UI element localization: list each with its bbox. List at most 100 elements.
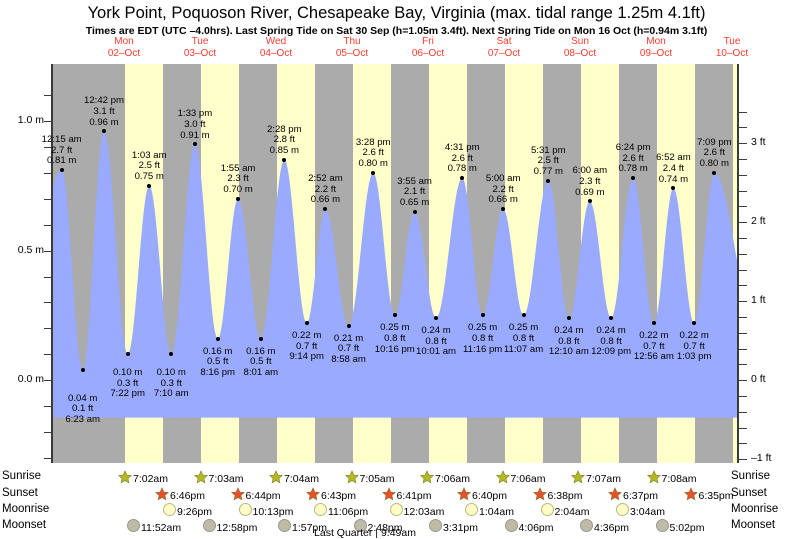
sunrise-cell-time: 7:07am bbox=[586, 473, 622, 485]
star-icon bbox=[306, 487, 320, 505]
right-tick bbox=[739, 301, 747, 303]
sunrise-cell-time: 7:05am bbox=[359, 473, 395, 485]
sunset-cell-6: 6:38pm bbox=[532, 487, 583, 502]
astro-row-label-sunrise-right: Sunrise bbox=[731, 470, 770, 482]
moon-icon bbox=[127, 519, 140, 536]
low-tide-label-4-line-3: 8:16 pm bbox=[200, 366, 236, 378]
day-header-weekday: Fri bbox=[422, 36, 434, 47]
low-tide-label-12-line-3: 12:10 am bbox=[548, 346, 589, 358]
left-tick bbox=[44, 406, 52, 407]
low-tide-label-2-line-1: 0.10 m bbox=[113, 367, 143, 379]
moon-icon bbox=[540, 503, 554, 520]
high-tide-marker-2 bbox=[102, 129, 106, 134]
high-tide-label-8: 3:28 pm 2.6 ft 0.80 m bbox=[337, 136, 409, 170]
left-tick bbox=[44, 328, 52, 330]
low-tide-marker-7 bbox=[346, 323, 351, 328]
low-tide-label-10-line-3: 11:16 pm bbox=[462, 343, 503, 355]
high-tide-label-16-line-1: 7:09 pm bbox=[696, 136, 732, 148]
high-tide-marker-14 bbox=[631, 176, 636, 180]
high-tide-label-3-line-3: 0.75 m bbox=[134, 170, 164, 182]
low-tide-label-1-line-2: 0.1 ft bbox=[71, 403, 94, 415]
high-tide-label-12-line-3: 0.77 m bbox=[533, 165, 563, 177]
moon-icon bbox=[163, 503, 176, 520]
high-tide-label-6-line-1: 2:28 pm bbox=[266, 123, 302, 135]
right-axis-label-4: –1 ft bbox=[751, 452, 772, 465]
sunset-cell-time: 6:35pm bbox=[698, 490, 734, 502]
sunset-cell-time: 6:46pm bbox=[170, 490, 206, 502]
moonset-cell-time: 11:52am bbox=[141, 521, 182, 534]
low-tide-label-6-line-3: 9:14 pm bbox=[289, 351, 324, 363]
high-tide-label-5-line-1: 1:55 am bbox=[220, 162, 256, 174]
low-tide-label-7-line-3: 8:58 am bbox=[331, 353, 366, 365]
sunset-cell-7: 6:37pm bbox=[608, 487, 658, 502]
high-tide-marker-8 bbox=[371, 170, 376, 175]
day-header-date: 10–Oct bbox=[715, 47, 749, 59]
star-icon bbox=[420, 470, 434, 488]
moon-icon bbox=[389, 503, 403, 520]
left-axis-line bbox=[51, 64, 53, 463]
star-icon bbox=[381, 487, 396, 505]
low-tide-marker-14 bbox=[651, 321, 656, 326]
low-tide-label-1-line-3: 6:23 am bbox=[65, 413, 100, 425]
high-tide-label-1-line-3: 0.81 m bbox=[47, 155, 77, 167]
low-tide-label-2: 0.10 m 0.3 ft 7:22 pm bbox=[92, 368, 164, 400]
high-tide-label-6: 2:28 pm 2.8 ft 0.85 m bbox=[248, 123, 320, 157]
high-tide-label-16: 7:09 pm 2.6 ft 0.80 m bbox=[678, 136, 750, 170]
moonset-cell-8: 5:02pm bbox=[655, 519, 705, 534]
low-tide-label-1: 0.04 m 0.1 ft 6:23 am bbox=[47, 393, 119, 426]
low-tide-label-9-line-1: 0.24 m bbox=[421, 324, 451, 336]
right-axis-label-3: 0 ft bbox=[751, 373, 766, 386]
high-tide-label-7-line-2: 2.2 ft bbox=[314, 183, 337, 195]
moonrise-cell-5: 1:04am bbox=[465, 503, 514, 520]
high-tide-label-8-line-1: 3:28 pm bbox=[355, 136, 391, 148]
astro-row-label-moonset-right: Moonset bbox=[731, 519, 776, 531]
day-header-7: Sun 08–Oct bbox=[535, 36, 625, 59]
high-tide-label-14-line-2: 2.6 ft bbox=[622, 152, 644, 164]
low-tide-label-4-line-2: 0.5 ft bbox=[207, 356, 229, 368]
low-tide-label-10-line-2: 0.8 ft bbox=[471, 332, 494, 344]
day-header-weekday: Sat bbox=[496, 36, 512, 47]
low-tide-label-14-line-1: 0.22 m bbox=[639, 330, 669, 342]
moonrise-cell-time: 2:04am bbox=[554, 505, 590, 518]
low-tide-label-9-line-3: 10:01 am bbox=[416, 346, 457, 358]
high-tide-label-15-line-2: 2.4 ft bbox=[662, 162, 685, 174]
high-tide-label-9-line-1: 3:55 am bbox=[397, 175, 432, 187]
left-axis-label-2: 0.0 m bbox=[17, 373, 44, 386]
day-header-1: Mon 02–Oct bbox=[79, 36, 169, 59]
high-tide-label-16-line-2: 2.6 ft bbox=[703, 147, 725, 159]
low-tide-label-13-line-1: 0.24 m bbox=[596, 324, 626, 336]
day-header-date: 03–Oct bbox=[183, 47, 217, 59]
high-tide-label-10-line-1: 4:31 pm bbox=[444, 142, 480, 153]
day-header-weekday: Tue bbox=[723, 36, 741, 47]
low-tide-marker-15 bbox=[692, 321, 697, 326]
low-tide-label-5-line-1: 0.16 m bbox=[246, 345, 276, 357]
moonset-cell-7: 4:36pm bbox=[580, 519, 630, 534]
right-tick bbox=[739, 459, 747, 461]
high-tide-marker-9 bbox=[412, 209, 417, 214]
moonrise-cell-time: 3:04am bbox=[630, 505, 666, 518]
day-header-date: 07–Oct bbox=[487, 47, 521, 59]
star-icon bbox=[118, 470, 132, 488]
low-tide-marker-4 bbox=[215, 336, 220, 341]
star-icon bbox=[646, 470, 661, 488]
moonset-cell-time: 4:36pm bbox=[594, 521, 630, 534]
low-tide-label-3: 0.10 m 0.3 ft 7:10 am bbox=[135, 368, 207, 400]
low-tide-label-6-line-2: 0.7 ft bbox=[295, 340, 318, 352]
day-header-3: Wed 04–Oct bbox=[231, 36, 321, 59]
high-tide-marker-15 bbox=[671, 186, 676, 191]
low-tide-label-8-line-1: 0.25 m bbox=[380, 322, 410, 334]
sunrise-cell-2: 7:03am bbox=[193, 470, 244, 485]
high-tide-label-9-line-2: 2.1 ft bbox=[403, 186, 426, 198]
day-header-weekday: Mon bbox=[646, 36, 666, 47]
high-tide-label-6-line-3: 0.85 m bbox=[269, 145, 299, 157]
low-tide-label-11-line-1: 0.25 m bbox=[508, 322, 539, 334]
high-tide-label-3-line-2: 2.5 ft bbox=[138, 160, 160, 172]
high-tide-label-2: 12:42 pm 3.1 ft 0.96 m bbox=[68, 96, 140, 128]
sunset-cell-8: 6:35pm bbox=[683, 487, 734, 502]
page-subtitle: Times are EDT (UTC –4.0hrs). Last Spring… bbox=[85, 25, 708, 37]
day-header-date: 05–Oct bbox=[335, 47, 369, 59]
left-tick bbox=[44, 121, 52, 122]
right-axis-label-1: 2 ft bbox=[751, 215, 766, 228]
star-icon bbox=[155, 487, 169, 505]
moon-icon bbox=[465, 503, 478, 520]
